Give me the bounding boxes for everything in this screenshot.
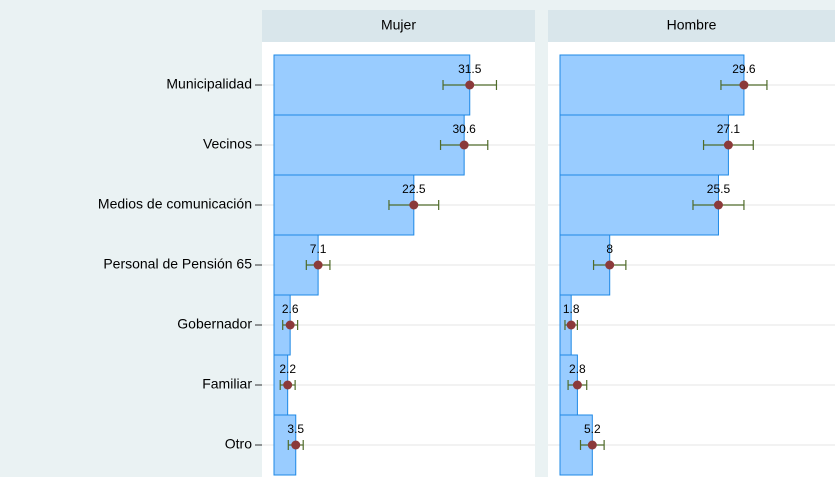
value-label: 3.5 <box>287 422 304 436</box>
value-label: 2.6 <box>282 302 299 316</box>
y-tick-label: Municipalidad <box>166 76 252 92</box>
point <box>313 260 323 270</box>
point <box>723 140 733 150</box>
y-tick-label: Medios de comunicación <box>98 196 252 212</box>
bar <box>559 54 745 116</box>
point <box>566 320 576 330</box>
value-label: 22.5 <box>402 182 426 196</box>
panel-title: Mujer <box>381 17 416 33</box>
value-label: 25.5 <box>707 182 731 196</box>
y-tick-label: Personal de Pensión 65 <box>103 256 252 272</box>
value-label: 5.2 <box>584 422 601 436</box>
point <box>739 80 749 90</box>
value-label: 2.2 <box>279 362 296 376</box>
bar <box>559 174 719 236</box>
point <box>587 440 597 450</box>
point <box>465 80 475 90</box>
y-tick-label: Otro <box>225 436 252 452</box>
point <box>285 320 295 330</box>
bar <box>273 54 471 116</box>
value-label: 8 <box>606 242 613 256</box>
value-label: 30.6 <box>452 122 476 136</box>
y-tick-label: Vecinos <box>203 136 252 152</box>
panel-title: Hombre <box>667 17 717 33</box>
panel-header <box>548 10 835 42</box>
point <box>713 200 723 210</box>
value-label: 31.5 <box>458 62 482 76</box>
point <box>605 260 615 270</box>
value-label: 7.1 <box>310 242 327 256</box>
value-label: 2.8 <box>569 362 586 376</box>
y-tick-label: Gobernador <box>177 316 252 332</box>
value-label: 1.8 <box>563 302 580 316</box>
bar <box>273 114 465 176</box>
point <box>572 380 582 390</box>
point <box>291 440 301 450</box>
point <box>459 140 469 150</box>
value-label: 27.1 <box>717 122 741 136</box>
value-label: 29.6 <box>732 62 756 76</box>
point <box>283 380 293 390</box>
panel-header <box>262 10 535 42</box>
point <box>409 200 419 210</box>
y-tick-label: Familiar <box>202 376 252 392</box>
